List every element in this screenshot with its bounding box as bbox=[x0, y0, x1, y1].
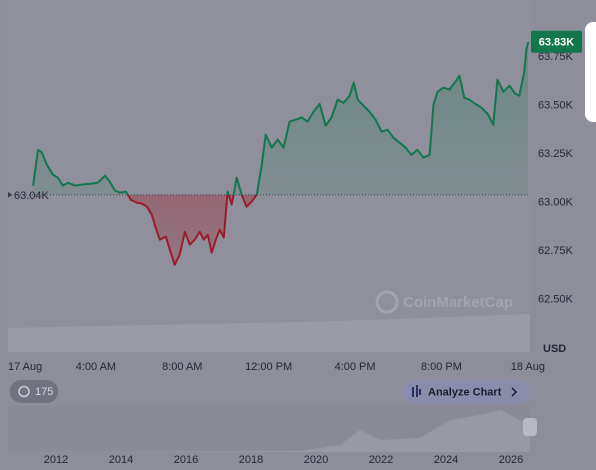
price-area bbox=[33, 41, 529, 265]
volume-area bbox=[8, 314, 530, 352]
overview-tick-label: 2020 bbox=[304, 454, 328, 466]
history-badge[interactable] bbox=[10, 380, 58, 403]
currency-label: USD bbox=[543, 343, 566, 355]
overview-tick-label: 2026 bbox=[499, 454, 523, 466]
badge-count: 175 bbox=[35, 386, 53, 398]
x-tick-label: 4:00 AM bbox=[76, 361, 116, 373]
current-price-label: 63.83K bbox=[539, 37, 575, 49]
watermark-text: CoinMarketCap bbox=[403, 294, 513, 311]
overview-tick-label: 2024 bbox=[434, 454, 458, 466]
y-tick-label: 62.75K bbox=[538, 245, 574, 257]
current-price-badge bbox=[531, 30, 582, 53]
watermark: CoinMarketCap bbox=[375, 290, 513, 314]
x-tick-label: 17 Aug bbox=[8, 361, 42, 373]
overview-history bbox=[8, 410, 530, 452]
overview-tick-label: 2014 bbox=[109, 454, 133, 466]
y-tick-label: 62.50K bbox=[538, 294, 574, 306]
y-tick-label: 63.25K bbox=[538, 148, 574, 160]
overview bbox=[8, 406, 537, 452]
y-tick-label: 63.00K bbox=[538, 197, 574, 209]
overview-tick-label: 2022 bbox=[369, 454, 393, 466]
y-tick-label: 63.75K bbox=[538, 51, 574, 63]
y-tick-label: 63.50K bbox=[538, 100, 574, 112]
baseline-marker bbox=[8, 191, 12, 198]
x-tick-label: 8:00 AM bbox=[162, 361, 202, 373]
analyze-arrow bbox=[511, 387, 518, 397]
overview-tick-label: 2016 bbox=[174, 454, 198, 466]
overview-tick-label: 2012 bbox=[44, 454, 68, 466]
overview-handle[interactable] bbox=[523, 418, 537, 436]
watermark-logo bbox=[375, 290, 399, 314]
analyze-icon bbox=[412, 385, 421, 397]
baseline-label: 63.04K bbox=[14, 190, 50, 202]
side-panel bbox=[585, 22, 596, 122]
x-tick-label: 18 Aug bbox=[511, 361, 545, 373]
analyze-button[interactable] bbox=[402, 380, 530, 404]
x-tick-label: 12:00 PM bbox=[245, 361, 292, 373]
history-icon bbox=[18, 385, 30, 398]
x-tick-label: 4:00 PM bbox=[335, 361, 376, 373]
overview-tick-label: 2018 bbox=[239, 454, 263, 466]
x-tick-label: 8:00 PM bbox=[421, 361, 462, 373]
price-line bbox=[32, 41, 530, 266]
analyze-label: Analyze Chart bbox=[428, 386, 502, 398]
toolbar: 175 Analyze Chart bbox=[10, 380, 530, 404]
